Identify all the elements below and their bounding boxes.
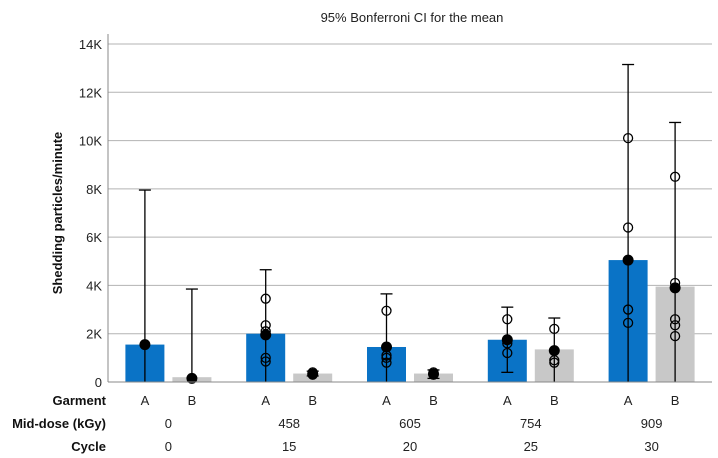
y-tick-label: 2K bbox=[86, 327, 102, 342]
individual-point bbox=[622, 317, 634, 329]
y-tick-label: 0 bbox=[95, 375, 102, 390]
individual-point bbox=[669, 171, 681, 182]
individual-point bbox=[622, 304, 634, 315]
mid-dose-label: 0 bbox=[165, 416, 172, 431]
y-axis-ticks: 0 2K 4K 6K 8K 10K 12K 14K bbox=[79, 37, 102, 390]
garment-label: A bbox=[624, 393, 633, 408]
individual-point bbox=[502, 314, 513, 325]
cycle-label: 15 bbox=[282, 439, 296, 454]
individual-point bbox=[502, 347, 513, 359]
individual-point bbox=[381, 357, 392, 368]
mid-dose-label: 458 bbox=[278, 416, 300, 431]
mid-dose-label: 754 bbox=[520, 416, 542, 431]
mean-point bbox=[548, 345, 560, 357]
garment-label: A bbox=[141, 393, 150, 408]
individual-point bbox=[549, 323, 560, 335]
bars bbox=[125, 260, 695, 382]
garment-label: B bbox=[429, 393, 438, 408]
mean-point bbox=[186, 372, 198, 384]
data-points bbox=[139, 133, 681, 384]
y-tick-label: 10K bbox=[79, 134, 102, 149]
mean-point bbox=[139, 339, 151, 351]
mean-point bbox=[501, 334, 513, 346]
garment-label: B bbox=[188, 393, 197, 408]
mean-point bbox=[260, 329, 272, 341]
mid-dose-row-label: Mid-dose (kGy) bbox=[12, 416, 106, 431]
mean-point bbox=[307, 368, 319, 380]
individual-point bbox=[260, 356, 271, 367]
garment-label: A bbox=[261, 393, 270, 408]
individual-point bbox=[622, 222, 634, 233]
cycle-label: 0 bbox=[165, 439, 172, 454]
garment-row-label: Garment bbox=[53, 393, 107, 408]
cycle-label: 30 bbox=[644, 439, 658, 454]
individual-point bbox=[260, 352, 271, 364]
garment-label: B bbox=[308, 393, 317, 408]
cycle-label: 25 bbox=[524, 439, 538, 454]
mean-point bbox=[622, 254, 634, 266]
chart-title: 95% Bonferroni CI for the mean bbox=[321, 10, 504, 25]
mean-point bbox=[381, 341, 392, 353]
individual-point bbox=[622, 133, 634, 144]
garment-label: B bbox=[550, 393, 559, 408]
individual-point bbox=[669, 314, 681, 325]
garment-label: A bbox=[382, 393, 391, 408]
y-tick-label: 8K bbox=[86, 182, 102, 197]
garment-label: A bbox=[503, 393, 512, 408]
individual-point bbox=[549, 357, 560, 368]
error-bars bbox=[138, 63, 682, 382]
garment-label: B bbox=[671, 393, 680, 408]
individual-point bbox=[669, 320, 681, 331]
y-tick-label: 4K bbox=[86, 278, 102, 293]
cycle-label: 20 bbox=[403, 439, 417, 454]
individual-point bbox=[669, 330, 681, 342]
mid-dose-label: 605 bbox=[399, 416, 421, 431]
y-tick-label: 12K bbox=[79, 85, 102, 100]
mean-point bbox=[428, 368, 439, 380]
y-tick-label: 6K bbox=[86, 230, 102, 245]
y-axis-label: Shedding particles/minute bbox=[50, 132, 65, 295]
individual-point bbox=[381, 305, 392, 316]
y-tick-label: 14K bbox=[79, 37, 102, 52]
individual-point bbox=[260, 293, 271, 304]
mid-dose-label: 909 bbox=[641, 416, 663, 431]
cycle-row-label: Cycle bbox=[71, 439, 106, 454]
individual-point bbox=[381, 352, 392, 364]
gridlines bbox=[108, 43, 712, 335]
mean-point bbox=[669, 282, 681, 294]
